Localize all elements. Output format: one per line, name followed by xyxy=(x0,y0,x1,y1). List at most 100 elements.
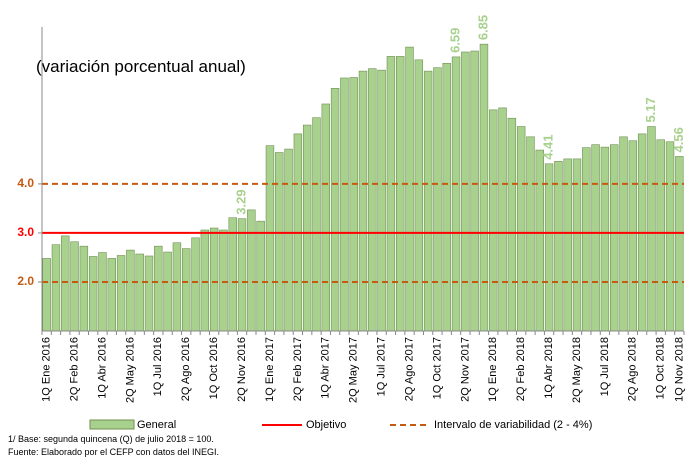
bar xyxy=(628,140,638,332)
bar xyxy=(209,227,219,332)
x-tick-label: 2Q Ago 2016 xyxy=(180,337,192,401)
bar xyxy=(377,69,386,332)
bar xyxy=(600,146,610,332)
x-tick-label: 1Q Oct 2018 xyxy=(655,337,667,399)
y-tick-label: 2.0 xyxy=(17,274,34,288)
x-tick-label: 1Q Jul 2016 xyxy=(152,337,164,396)
bar xyxy=(312,117,321,332)
bar xyxy=(647,126,656,332)
bar xyxy=(107,258,116,332)
y-tick-label: 4.0 xyxy=(17,176,34,190)
bar xyxy=(396,56,405,332)
bar xyxy=(275,152,284,332)
bar xyxy=(302,124,312,332)
bar xyxy=(423,70,433,332)
bar xyxy=(172,242,182,332)
bar xyxy=(489,109,498,332)
bar xyxy=(135,253,144,332)
x-tick-label: 2Q May 2016 xyxy=(124,337,136,403)
y-tick-label: 3.0 xyxy=(17,225,34,239)
bar xyxy=(228,217,237,332)
bar xyxy=(237,218,247,332)
bar xyxy=(656,139,665,332)
x-tick-label: 1Q Abr 2018 xyxy=(543,337,555,399)
bar xyxy=(191,237,200,332)
x-tick-label: 2Q May 2018 xyxy=(571,337,583,403)
bar xyxy=(265,145,275,332)
bar xyxy=(284,148,293,332)
bar xyxy=(116,255,126,332)
x-tick-label: 1Q Oct 2016 xyxy=(208,337,220,399)
bar xyxy=(368,68,377,332)
bar xyxy=(321,103,330,332)
bar xyxy=(340,77,349,332)
bar xyxy=(330,87,340,332)
legend-label: General xyxy=(137,419,176,431)
x-tick-label: 1Q Ene 2017 xyxy=(264,337,276,402)
legend-label: Objetivo xyxy=(306,419,346,431)
data-label: 6.85 xyxy=(475,15,490,40)
bar xyxy=(665,141,675,332)
bar xyxy=(163,251,172,332)
bar xyxy=(182,248,191,332)
bar xyxy=(358,70,368,332)
bar xyxy=(386,56,396,332)
footnote: 1/ Base: segunda quincena (Q) de julio 2… xyxy=(8,434,214,444)
x-tick-label: 1Q Jul 2018 xyxy=(599,337,611,396)
x-tick-label: 2Q Nov 2016 xyxy=(236,337,248,402)
bar xyxy=(554,161,563,332)
bar xyxy=(516,126,526,332)
bar xyxy=(461,51,470,332)
bar xyxy=(349,77,358,332)
bar xyxy=(42,258,51,332)
x-tick-label: 1Q Jul 2017 xyxy=(376,337,388,396)
x-tick-label: 2Q Feb 2016 xyxy=(68,337,80,401)
bar xyxy=(610,144,619,332)
bar xyxy=(247,209,256,332)
data-label: 6.59 xyxy=(447,28,462,53)
x-tick-label: 2Q Nov 2017 xyxy=(459,337,471,402)
bar xyxy=(200,229,210,332)
footnote: Fuente: Elaborado por el CEFP con datos … xyxy=(8,447,219,457)
x-tick-label: 1Q Ene 2016 xyxy=(41,337,53,402)
bar xyxy=(79,245,89,332)
bar xyxy=(498,107,507,332)
x-tick-label: 2Q Ago 2017 xyxy=(403,337,415,401)
bar xyxy=(61,235,70,332)
data-label: 4.56 xyxy=(671,127,686,152)
bar xyxy=(51,244,61,332)
bar xyxy=(442,62,451,332)
bar xyxy=(98,252,107,332)
data-label: 3.29 xyxy=(233,189,248,214)
bar xyxy=(70,241,79,332)
x-tick-label: 1Q Ene 2018 xyxy=(487,337,499,402)
data-label: 4.41 xyxy=(541,134,556,159)
x-tick-label: 2Q Feb 2018 xyxy=(515,337,527,401)
bar xyxy=(507,117,517,332)
legend-label: Intervalo de variabilidad (2 - 4%) xyxy=(434,419,592,431)
bar xyxy=(126,249,135,332)
bar xyxy=(154,245,163,332)
bar xyxy=(144,255,154,332)
x-tick-label: 1Q Abr 2016 xyxy=(96,337,108,399)
x-tick-label: 2Q May 2017 xyxy=(348,337,360,403)
bar xyxy=(470,50,479,332)
x-tick-label: 1Q Oct 2017 xyxy=(431,337,443,399)
bar xyxy=(582,147,591,332)
bar xyxy=(433,67,442,332)
bar xyxy=(479,43,489,332)
data-label: 5.17 xyxy=(643,97,658,122)
bar xyxy=(535,149,544,332)
bar xyxy=(675,156,684,332)
x-tick-label: 2Q Feb 2017 xyxy=(292,337,304,401)
bar xyxy=(256,220,265,332)
bar xyxy=(405,46,414,332)
x-tick-label: 1Q Nov 2018 xyxy=(673,337,685,402)
bar xyxy=(591,144,600,332)
chart-subtitle: (variación porcentual anual) xyxy=(36,57,246,76)
bar xyxy=(88,256,98,332)
bar xyxy=(451,56,461,332)
bar xyxy=(544,163,554,332)
legend-swatch xyxy=(89,419,135,430)
